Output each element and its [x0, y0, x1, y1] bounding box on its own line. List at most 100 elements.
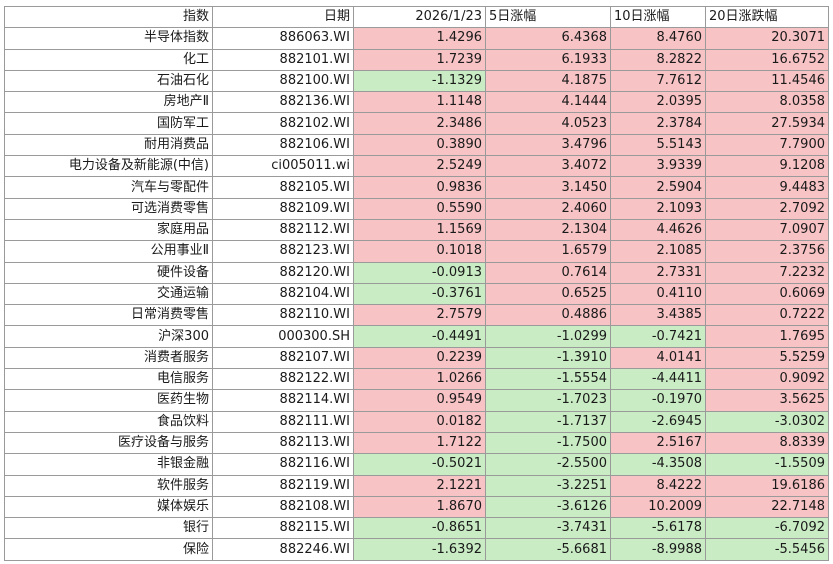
index-code-cell[interactable]: 882101.WI [212, 48, 354, 71]
change-20d-cell[interactable]: 20.3071 [705, 27, 829, 50]
header-20d-change[interactable]: 20日涨跌幅 [705, 5, 829, 29]
index-name-cell[interactable]: 可选消费零售 [4, 197, 213, 220]
change-20d-cell[interactable]: 2.3756 [705, 240, 829, 263]
change-20d-cell[interactable]: 9.4483 [705, 176, 829, 199]
header-1d-change[interactable]: 2026/1/23 [353, 5, 486, 29]
change-5d-cell[interactable]: -1.7023 [485, 389, 611, 412]
index-name-cell[interactable]: 公用事业Ⅱ [4, 240, 213, 263]
change-10d-cell[interactable]: 10.2009 [610, 495, 706, 519]
change-1d-cell[interactable]: 1.1148 [353, 91, 486, 114]
index-code-cell[interactable]: 882122.WI [212, 368, 354, 391]
header-5d-change[interactable]: 5日涨幅 [485, 5, 611, 29]
index-code-cell[interactable]: 882115.WI [212, 517, 354, 540]
header-index[interactable]: 指数 [4, 5, 213, 29]
index-code-cell[interactable]: 882120.WI [212, 261, 354, 284]
change-20d-cell[interactable]: 7.0907 [705, 218, 829, 242]
change-5d-cell[interactable]: 4.1444 [485, 91, 611, 114]
change-1d-cell[interactable]: -0.8651 [353, 517, 486, 540]
change-5d-cell[interactable]: -1.0299 [485, 325, 611, 348]
change-10d-cell[interactable]: 3.4385 [610, 304, 706, 327]
change-1d-cell[interactable]: 0.2239 [353, 346, 486, 370]
change-20d-cell[interactable]: 7.7900 [705, 133, 829, 157]
index-name-cell[interactable]: 电力设备及新能源(中信) [4, 155, 213, 178]
change-10d-cell[interactable]: 0.4110 [610, 282, 706, 306]
index-code-cell[interactable]: 882113.WI [212, 431, 354, 455]
change-1d-cell[interactable]: 0.5590 [353, 197, 486, 220]
change-5d-cell[interactable]: 1.6579 [485, 240, 611, 263]
change-5d-cell[interactable]: -1.7500 [485, 431, 611, 455]
index-code-cell[interactable]: 882100.WI [212, 69, 354, 93]
index-name-cell[interactable]: 硬件设备 [4, 261, 213, 284]
change-5d-cell[interactable]: -2.5500 [485, 453, 611, 476]
index-name-cell[interactable]: 房地产Ⅱ [4, 91, 213, 114]
change-5d-cell[interactable]: -5.6681 [485, 538, 611, 561]
change-1d-cell[interactable]: 1.1569 [353, 218, 486, 242]
index-code-cell[interactable]: 882104.WI [212, 282, 354, 306]
change-10d-cell[interactable]: -4.4411 [610, 368, 706, 391]
change-5d-cell[interactable]: 0.4886 [485, 304, 611, 327]
change-1d-cell[interactable]: -0.5021 [353, 453, 486, 476]
change-20d-cell[interactable]: -3.0302 [705, 410, 829, 433]
index-code-cell[interactable]: 882102.WI [212, 112, 354, 135]
change-5d-cell[interactable]: 4.1875 [485, 69, 611, 93]
change-5d-cell[interactable]: -3.6126 [485, 495, 611, 519]
index-code-cell[interactable]: 882112.WI [212, 218, 354, 242]
index-name-cell[interactable]: 医药生物 [4, 389, 213, 412]
change-5d-cell[interactable]: 0.6525 [485, 282, 611, 306]
index-code-cell[interactable]: 882110.WI [212, 304, 354, 327]
change-1d-cell[interactable]: 1.7239 [353, 48, 486, 71]
index-name-cell[interactable]: 国防军工 [4, 112, 213, 135]
change-1d-cell[interactable]: -1.1329 [353, 69, 486, 93]
change-5d-cell[interactable]: -3.7431 [485, 517, 611, 540]
change-1d-cell[interactable]: 2.7579 [353, 304, 486, 327]
change-20d-cell[interactable]: 16.6752 [705, 48, 829, 71]
change-10d-cell[interactable]: 2.5904 [610, 176, 706, 199]
change-1d-cell[interactable]: 1.8670 [353, 495, 486, 519]
change-5d-cell[interactable]: 3.1450 [485, 176, 611, 199]
change-10d-cell[interactable]: 2.0395 [610, 91, 706, 114]
change-10d-cell[interactable]: -0.7421 [610, 325, 706, 348]
change-10d-cell[interactable]: -0.1970 [610, 389, 706, 412]
index-code-cell[interactable]: 882114.WI [212, 389, 354, 412]
index-name-cell[interactable]: 交通运输 [4, 282, 213, 306]
index-code-cell[interactable]: 882107.WI [212, 346, 354, 370]
index-code-cell[interactable]: 000300.SH [212, 325, 354, 348]
change-10d-cell[interactable]: -2.6945 [610, 410, 706, 433]
index-code-cell[interactable]: 882105.WI [212, 176, 354, 199]
change-20d-cell[interactable]: 2.7092 [705, 197, 829, 220]
change-20d-cell[interactable]: 8.8339 [705, 431, 829, 455]
change-5d-cell[interactable]: 6.1933 [485, 48, 611, 71]
index-code-cell[interactable]: 882123.WI [212, 240, 354, 263]
change-1d-cell[interactable]: 0.0182 [353, 410, 486, 433]
change-1d-cell[interactable]: -0.4491 [353, 325, 486, 348]
change-5d-cell[interactable]: -1.3910 [485, 346, 611, 370]
change-1d-cell[interactable]: 1.4296 [353, 27, 486, 50]
change-10d-cell[interactable]: 4.4626 [610, 218, 706, 242]
change-1d-cell[interactable]: 2.1221 [353, 474, 486, 497]
index-name-cell[interactable]: 耐用消费品 [4, 133, 213, 157]
change-1d-cell[interactable]: 0.3890 [353, 133, 486, 157]
change-5d-cell[interactable]: 3.4072 [485, 155, 611, 178]
change-20d-cell[interactable]: 22.7148 [705, 495, 829, 519]
index-name-cell[interactable]: 半导体指数 [4, 27, 213, 50]
change-1d-cell[interactable]: 1.0266 [353, 368, 486, 391]
change-1d-cell[interactable]: 2.3486 [353, 112, 486, 135]
change-20d-cell[interactable]: 19.6186 [705, 474, 829, 497]
change-20d-cell[interactable]: 0.9092 [705, 368, 829, 391]
change-1d-cell[interactable]: 0.9836 [353, 176, 486, 199]
index-name-cell[interactable]: 保险 [4, 538, 213, 561]
change-10d-cell[interactable]: 5.5143 [610, 133, 706, 157]
change-1d-cell[interactable]: 2.5249 [353, 155, 486, 178]
index-name-cell[interactable]: 石油石化 [4, 69, 213, 93]
index-code-cell[interactable]: ci005011.wi [212, 155, 354, 178]
change-20d-cell[interactable]: 27.5934 [705, 112, 829, 135]
index-code-cell[interactable]: 882109.WI [212, 197, 354, 220]
change-20d-cell[interactable]: 0.6069 [705, 282, 829, 306]
index-code-cell[interactable]: 882108.WI [212, 495, 354, 519]
change-5d-cell[interactable]: 2.1304 [485, 218, 611, 242]
change-10d-cell[interactable]: 2.5167 [610, 431, 706, 455]
change-20d-cell[interactable]: 0.7222 [705, 304, 829, 327]
index-code-cell[interactable]: 882246.WI [212, 538, 354, 561]
change-20d-cell[interactable]: -5.5456 [705, 538, 829, 561]
change-20d-cell[interactable]: 9.1208 [705, 155, 829, 178]
